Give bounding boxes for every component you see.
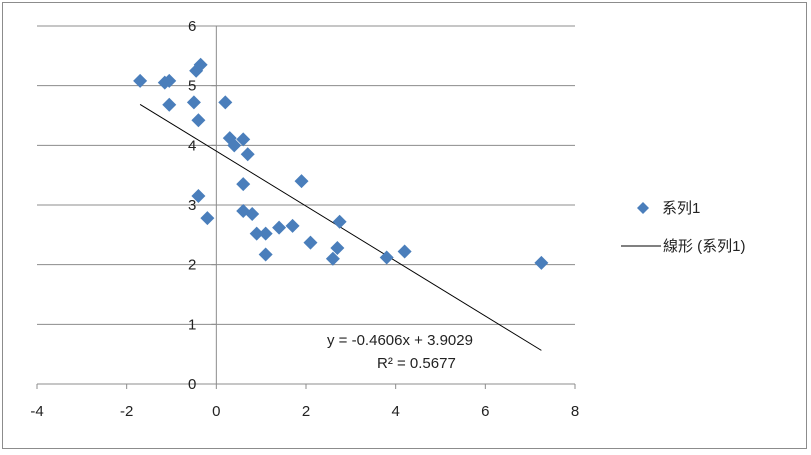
data-point bbox=[186, 95, 201, 110]
x-tick-label: 6 bbox=[481, 403, 489, 420]
trendline-equation: y = -0.4606x + 3.9029 bbox=[327, 332, 473, 349]
data-point bbox=[133, 73, 148, 88]
trendline-r-squared: R² = 0.5677 bbox=[377, 355, 456, 372]
y-tick-label: 5 bbox=[188, 78, 196, 95]
data-point bbox=[330, 240, 345, 255]
y-tick-label: 6 bbox=[188, 18, 196, 35]
data-point bbox=[191, 189, 206, 204]
data-point bbox=[534, 255, 549, 270]
y-tick-label: 1 bbox=[188, 316, 196, 333]
x-tick-label: 2 bbox=[302, 403, 310, 420]
data-point bbox=[162, 73, 177, 88]
legend-series-label: 系列1 bbox=[662, 200, 700, 217]
y-tick-label: 0 bbox=[188, 376, 196, 393]
chart-area: 0 1 2 3 4 5 6 -4 -2 0 2 4 6 8 y = -0.4606x + 3.9029 R… bbox=[2, 2, 807, 449]
y-tick-label: 4 bbox=[188, 137, 196, 154]
y-tick-label: 3 bbox=[188, 197, 196, 214]
data-point bbox=[332, 214, 347, 229]
data-point bbox=[258, 226, 273, 241]
data-point bbox=[258, 247, 273, 262]
data-point bbox=[294, 174, 309, 189]
data-point bbox=[397, 244, 412, 259]
data-point bbox=[162, 97, 177, 112]
data-point bbox=[218, 95, 233, 110]
data-point bbox=[191, 113, 206, 128]
scatter-chart: 0 1 2 3 4 5 6 -4 -2 0 2 4 6 8 y = -0.4606x + 3.9029 R… bbox=[30, 18, 746, 420]
data-point bbox=[245, 206, 260, 221]
axes bbox=[36, 25, 576, 389]
legend-series-marker bbox=[637, 202, 649, 214]
gridlines bbox=[37, 25, 575, 325]
data-point bbox=[325, 251, 340, 266]
data-point bbox=[240, 147, 255, 162]
data-point bbox=[379, 250, 394, 265]
data-point bbox=[285, 218, 300, 233]
data-point bbox=[236, 177, 251, 192]
legend: 系列1 線形 (系列1) bbox=[621, 200, 746, 255]
data-point bbox=[227, 138, 242, 153]
trendline-annotation: y = -0.4606x + 3.9029 R² = 0.5677 bbox=[327, 332, 473, 372]
data-point bbox=[193, 57, 208, 72]
x-tick-label: -4 bbox=[30, 403, 43, 420]
data-points bbox=[133, 57, 549, 270]
x-tick-label: 8 bbox=[571, 403, 579, 420]
tick-labels: 0 1 2 3 4 5 6 -4 -2 0 2 4 6 8 bbox=[30, 18, 579, 420]
x-tick-label: 0 bbox=[212, 403, 220, 420]
data-point bbox=[303, 235, 318, 250]
x-tick-label: 4 bbox=[391, 403, 399, 420]
data-point bbox=[249, 226, 264, 241]
data-point bbox=[236, 132, 251, 147]
data-point bbox=[272, 220, 287, 235]
y-tick-label: 2 bbox=[188, 257, 196, 274]
x-tick-label: -2 bbox=[120, 403, 133, 420]
legend-trendline-label: 線形 (系列1) bbox=[663, 238, 746, 255]
data-point bbox=[200, 211, 215, 226]
